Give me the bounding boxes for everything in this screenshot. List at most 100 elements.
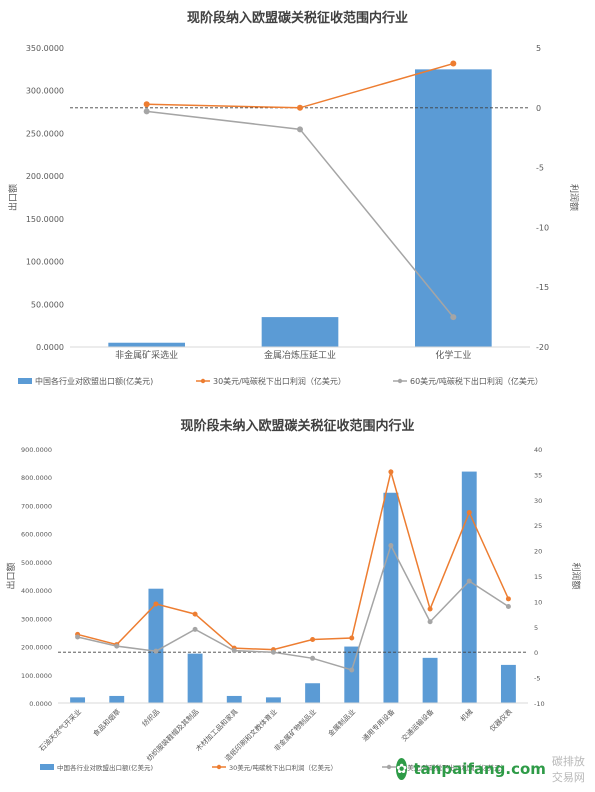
y2-tick-label: -10	[534, 700, 545, 708]
series-point	[349, 635, 355, 641]
category-label: 通用专用设备	[360, 707, 396, 743]
y2-axis-label: 利润额	[568, 184, 580, 211]
legend-swatch-bar	[40, 764, 54, 770]
y-tick-label: 700.0000	[21, 502, 52, 510]
legend-label: 60美元/吨碳税下出口利润（亿美元）	[410, 376, 543, 386]
category-label: 金属制品业	[326, 707, 357, 738]
y-tick-label: 800.0000	[21, 474, 52, 482]
bar	[415, 69, 492, 347]
series-point	[349, 667, 355, 673]
y2-tick-label: 5	[534, 624, 538, 632]
leaf-logo-icon: ✿	[396, 758, 408, 780]
y-tick-label: 150.0000	[26, 215, 64, 224]
y2-tick-label: 40	[534, 446, 542, 454]
category-label: 机械	[458, 707, 474, 723]
y-tick-label: 0.0000	[36, 343, 64, 352]
bar	[461, 471, 477, 703]
series-point	[297, 104, 303, 111]
legend-swatch-marker	[386, 764, 392, 770]
y2-tick-label: 35	[534, 471, 542, 479]
bar	[422, 657, 438, 703]
series-line-2	[146, 110, 454, 318]
bar	[187, 653, 203, 703]
bar	[70, 697, 86, 703]
y2-tick-label: 0	[536, 104, 541, 113]
series-point	[270, 649, 276, 655]
bar	[344, 646, 360, 703]
category-label: 化学工业	[435, 349, 471, 361]
series-point	[153, 648, 159, 654]
category-label: 纺织品	[140, 707, 161, 728]
series-point	[427, 619, 433, 625]
chart-2: 现阶段未纳入欧盟碳关税征收范围内行业 0.0000 100.0000 200.0000…	[5, 418, 582, 772]
bar	[108, 342, 185, 347]
y-tick-label: 200.0000	[21, 644, 52, 652]
y2-tick-label: 0	[534, 649, 538, 657]
y2-axis-label: 利润额	[570, 562, 582, 589]
y-tick-label: 300.0000	[26, 87, 64, 96]
legend-label: 60美元/吨碳税下出口利润（亿美元）	[399, 763, 507, 772]
y-tick-label: 900.0000	[21, 446, 52, 454]
y-tick-label: 0.0000	[29, 700, 52, 708]
y-tick-label: 400.0000	[21, 587, 52, 595]
series-point	[143, 108, 150, 115]
y2-tick-label: 20	[534, 548, 542, 556]
category-label: 非金属矿物制品业	[272, 707, 318, 753]
series-point	[310, 655, 316, 661]
series-point	[388, 469, 394, 475]
legend-swatch-bar	[18, 378, 32, 384]
category-label: 非金属矿采选业	[115, 349, 178, 361]
series-line-2	[77, 543, 509, 671]
category-label: 石油天然气开采业	[37, 707, 83, 753]
category-label: 食品和烟草	[91, 707, 122, 738]
y-tick-label: 200.0000	[26, 172, 64, 181]
y2-tick-label: 30	[534, 497, 542, 505]
legend-label: 中国各行业对欧盟出口额(亿美元)	[57, 763, 153, 772]
legend-swatch-marker	[216, 764, 222, 770]
bar	[500, 664, 516, 703]
watermark-faded-text: 碳排放交易网	[551, 755, 585, 784]
series-point	[466, 578, 472, 584]
y-tick-label: 250.0000	[26, 129, 64, 138]
category-label: 木材加工品和家具	[194, 707, 240, 753]
series-point	[75, 634, 81, 640]
series-point	[388, 543, 394, 549]
series-point	[505, 596, 511, 602]
chart-title: 现阶段纳入欧盟碳关税征收范围内行业	[187, 10, 408, 26]
series-point	[231, 648, 237, 654]
legend-label: 30美元/吨碳税下出口利润（亿美元）	[213, 376, 346, 386]
y2-tick-label: 15	[534, 573, 542, 581]
y-tick-label: 300.0000	[21, 615, 52, 623]
series-point	[114, 643, 120, 649]
chart-title: 现阶段未纳入欧盟碳关税征收范围内行业	[180, 418, 414, 434]
series-point	[192, 611, 198, 617]
y2-tick-label: -20	[536, 343, 549, 352]
y2-tick-label: 5	[536, 44, 541, 53]
legend-swatch-marker	[397, 378, 403, 384]
series-point	[427, 606, 433, 612]
bar	[109, 695, 125, 703]
y-tick-label: 100.0000	[26, 258, 64, 267]
series-point	[450, 314, 457, 321]
watermark: ✿ tanpaifang.com 碳排放交易网	[396, 755, 586, 784]
y-axis-label: 出口额	[5, 562, 17, 589]
y2-tick-label: 10	[534, 598, 542, 606]
bar	[148, 588, 164, 703]
series-point	[505, 603, 511, 609]
series-point	[143, 101, 150, 108]
y2-tick-label: 25	[534, 522, 542, 530]
category-label: 交通运输设备	[399, 707, 435, 743]
category-label: 金属冶炼压延工业	[264, 349, 336, 361]
y-tick-label: 350.0000	[26, 44, 64, 53]
series-point	[466, 510, 472, 515]
watermark-text: tanpaifang.com	[413, 760, 546, 778]
bar	[261, 317, 339, 347]
bar	[383, 492, 399, 703]
y-tick-label: 100.0000	[21, 672, 52, 680]
legend-label: 中国各行业对欧盟出口额(亿美元)	[35, 376, 153, 386]
bar	[226, 695, 242, 703]
y-tick-label: 500.0000	[21, 559, 52, 567]
series-point	[450, 60, 457, 67]
chart-1: 现阶段纳入欧盟碳关税征收范围内行业 0.0000 50.0000 100.0000 15…	[7, 10, 580, 386]
